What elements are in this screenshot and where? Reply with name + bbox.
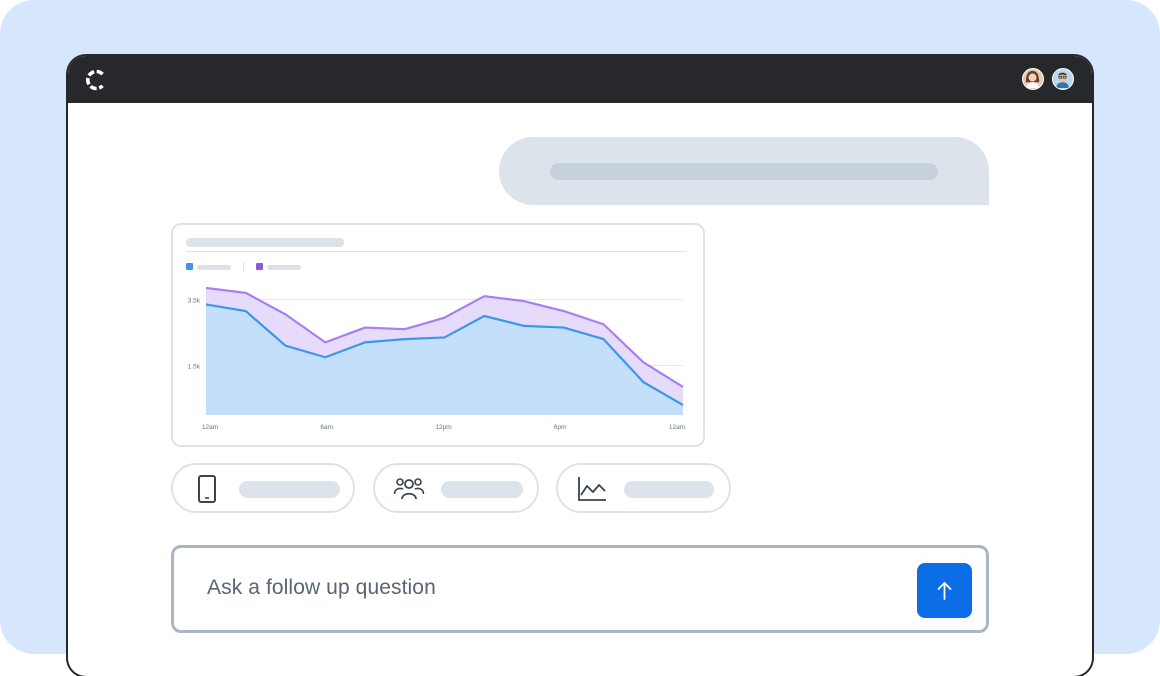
series-blue-area <box>206 304 683 415</box>
avatar-man-icon[interactable] <box>1052 68 1074 90</box>
user-message-bubble <box>499 137 989 205</box>
x-tick-label: 12am <box>202 424 218 431</box>
suggestion-chip-audience[interactable] <box>373 463 539 513</box>
series-purple-area <box>206 287 683 406</box>
line-chart-icon <box>578 477 606 501</box>
legend-swatch-purple <box>256 263 263 270</box>
x-tick-label: 12am <box>669 424 685 431</box>
x-tick-label: 12pm <box>435 424 451 431</box>
users-group-icon <box>393 478 425 500</box>
chart-title-placeholder <box>186 238 344 247</box>
titlebar <box>68 56 1092 103</box>
chart-card: 3.5k 1.5k 12am 6am 12pm 6pm 12am <box>171 223 705 447</box>
chart-header-divider <box>186 251 687 252</box>
app-window: 3.5k 1.5k 12am 6am 12pm 6pm 12am Ask a follow … <box>68 56 1092 676</box>
brand-c-logo-icon[interactable] <box>84 68 108 92</box>
follow-up-input[interactable]: Ask a follow up question <box>171 545 989 633</box>
area-chart: 3.5k 1.5k 12am 6am 12pm 6pm 12am <box>188 286 685 431</box>
suggestion-chip-trends[interactable] <box>556 463 731 513</box>
series-purple-line <box>205 286 684 388</box>
legend-separator <box>243 262 244 271</box>
x-tick-label: 6pm <box>554 424 567 431</box>
suggestion-chip-device[interactable] <box>171 463 355 513</box>
series-blue-line <box>205 303 684 407</box>
x-tick-label: 6am <box>320 424 333 431</box>
follow-up-input-placeholder[interactable]: Ask a follow up question <box>207 576 436 599</box>
y-tick-label: 1.5k <box>188 364 201 371</box>
message-placeholder-bar <box>550 163 938 180</box>
legend-label-placeholder <box>197 265 231 270</box>
chip-label-placeholder <box>441 481 523 498</box>
avatar-woman-icon[interactable] <box>1022 68 1044 90</box>
send-button[interactable] <box>917 563 972 618</box>
y-tick-label: 3.5k <box>188 298 201 305</box>
smartphone-icon <box>198 475 216 503</box>
legend-swatch-blue <box>186 263 193 270</box>
chip-label-placeholder <box>239 481 340 498</box>
arrow-up-icon <box>937 582 952 600</box>
chip-label-placeholder <box>624 481 714 498</box>
legend-label-placeholder <box>267 265 301 270</box>
